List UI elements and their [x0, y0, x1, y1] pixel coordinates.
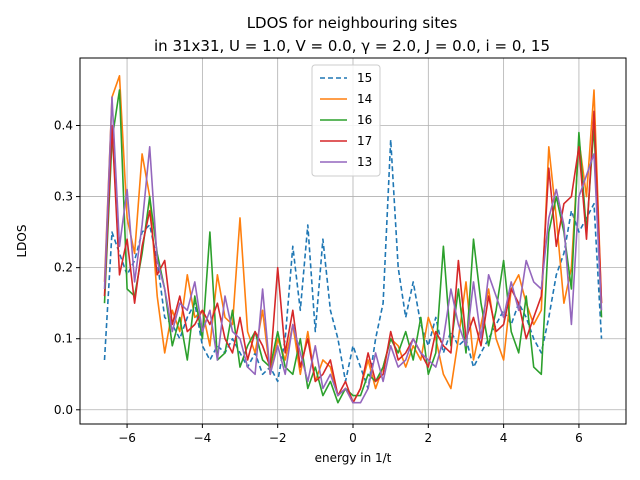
series-line-16 — [103, 89, 603, 404]
chart-title-line2: in 31x31, U = 1.0, V = 0.0, γ = 2.0, J =… — [154, 37, 550, 55]
x-tick-label: 0 — [349, 431, 357, 445]
y-tick-label: 0.0 — [54, 403, 73, 417]
series-layer — [103, 75, 603, 404]
legend-label-13: 13 — [357, 155, 372, 169]
y-tick-label: 0.2 — [54, 261, 73, 275]
y-tick-label: 0.3 — [54, 190, 73, 204]
x-tick-label: 4 — [500, 431, 508, 445]
x-tick-label: −4 — [194, 431, 212, 445]
chart-title-line1: LDOS for neighbouring sites — [247, 14, 458, 32]
legend-label-16: 16 — [357, 113, 372, 127]
y-axis-ticks: 0.0 0.1 0.2 0.3 0.4 — [54, 119, 80, 417]
legend-label-14: 14 — [357, 92, 372, 106]
x-tick-label: 6 — [575, 431, 583, 445]
legend: 15 14 16 17 13 — [311, 64, 381, 177]
x-axis-label: energy in 1/t — [315, 451, 392, 465]
y-tick-label: 0.1 — [54, 332, 73, 346]
x-tick-label: −2 — [269, 431, 287, 445]
x-tick-label: −6 — [118, 431, 136, 445]
series-line-15 — [103, 138, 603, 390]
series-line-13 — [103, 96, 603, 404]
legend-label-17: 17 — [357, 134, 372, 148]
legend-label-15: 15 — [357, 71, 372, 85]
x-tick-label: 2 — [424, 431, 432, 445]
y-axis-label: LDOS — [15, 225, 29, 258]
y-tick-label: 0.4 — [54, 119, 73, 133]
x-axis-ticks: −6 −4 −2 0 2 4 6 — [118, 424, 583, 445]
